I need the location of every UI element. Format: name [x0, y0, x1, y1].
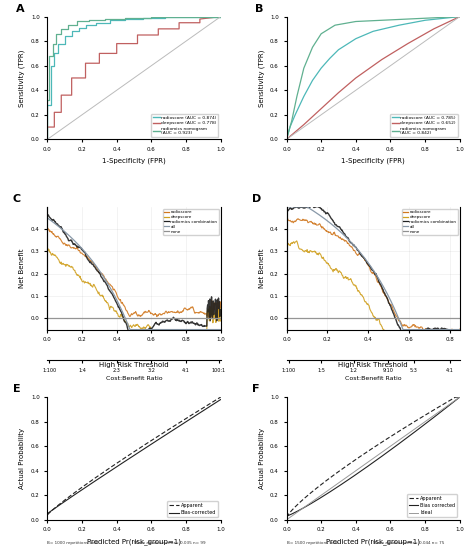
Y-axis label: Actual Probability: Actual Probability — [19, 428, 26, 489]
Text: A: A — [16, 4, 25, 14]
X-axis label: 1-Specificity (FPR): 1-Specificity (FPR) — [102, 158, 166, 164]
X-axis label: Predicted Pr(risk_group=1): Predicted Pr(risk_group=1) — [326, 538, 420, 545]
Text: Mean absolute error= 0.035 n= 99: Mean absolute error= 0.035 n= 99 — [134, 541, 206, 545]
Legend: radioscore, deepscore, radiomics combination, all, none: radioscore, deepscore, radiomics combina… — [402, 209, 458, 235]
Text: B= 1500 repetitions boot: B= 1500 repetitions boot — [286, 541, 338, 545]
X-axis label: Cost:Benefit Ratio: Cost:Benefit Ratio — [345, 375, 401, 380]
Legend: Apparent, Bias-corrected: Apparent, Bias-corrected — [167, 501, 218, 518]
Legend: Apparent, Bias corrected, Ideal: Apparent, Bias corrected, Ideal — [407, 494, 457, 518]
Y-axis label: Net Benefit: Net Benefit — [258, 248, 264, 288]
Legend: radioscore (AUC = 0.785), deepscore (AUC = 0.652), radiomics nomogram
(AUC = 0.8: radioscore (AUC = 0.785), deepscore (AUC… — [390, 114, 457, 137]
Y-axis label: Net Benefit: Net Benefit — [19, 248, 26, 288]
Y-axis label: Actual Probability: Actual Probability — [258, 428, 264, 489]
Text: E: E — [13, 384, 20, 394]
Text: B: B — [255, 4, 264, 14]
X-axis label: Predicted Pr(risk_group=1): Predicted Pr(risk_group=1) — [87, 538, 181, 545]
Legend: radioscore (AUC = 0.874), deepscore (AUC = 0.778), radiomics nomogram
(AUC = 0.9: radioscore (AUC = 0.874), deepscore (AUC… — [151, 114, 219, 137]
Text: D: D — [252, 194, 261, 204]
Text: F: F — [252, 384, 259, 394]
Y-axis label: Sensitivity (TPR): Sensitivity (TPR) — [258, 49, 264, 107]
X-axis label: 1-Specificity (FPR): 1-Specificity (FPR) — [341, 158, 405, 164]
Text: B= 1000 repetitions boot: B= 1000 repetitions boot — [47, 541, 99, 545]
Legend: radioscore, deepscore, radiomics combination, all, none: radioscore, deepscore, radiomics combina… — [163, 209, 219, 235]
X-axis label: Cost:Benefit Ratio: Cost:Benefit Ratio — [106, 375, 163, 380]
X-axis label: High Risk Threshold: High Risk Threshold — [338, 362, 408, 368]
Text: Mean absolute error= 0.044 n= 75: Mean absolute error= 0.044 n= 75 — [373, 541, 445, 545]
Y-axis label: Sensitivity (TPR): Sensitivity (TPR) — [19, 49, 26, 107]
X-axis label: High Risk Threshold: High Risk Threshold — [99, 362, 169, 368]
Text: C: C — [13, 194, 21, 204]
